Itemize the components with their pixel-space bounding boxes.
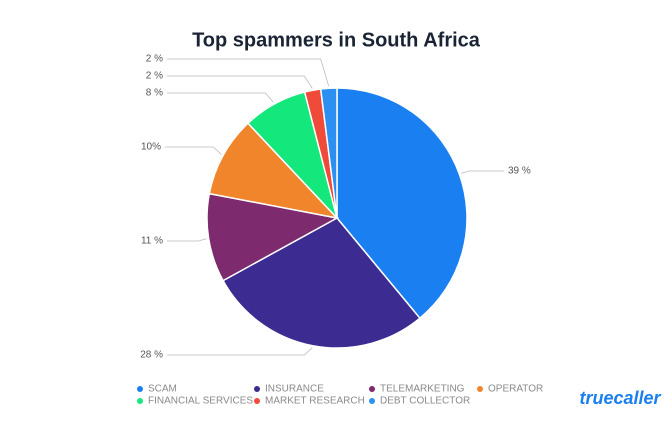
leader-line: [167, 92, 274, 103]
logo: truecaller: [579, 388, 661, 408]
legend-label: INSURANCE: [265, 384, 324, 395]
legend-marker: [137, 386, 143, 392]
legend-label: TELEMARKETING: [380, 384, 465, 395]
legend-label: DEBT COLLECTOR: [380, 396, 470, 407]
legend-marker: [254, 386, 260, 392]
data-label: 11 %: [141, 236, 163, 247]
pie-slice: [336, 87, 468, 320]
leader-line: [167, 58, 330, 87]
data-label: 39 %: [508, 166, 531, 177]
data-label: 2 %: [146, 54, 163, 65]
leader-line: [167, 347, 313, 356]
data-label: 2 %: [146, 71, 163, 82]
legend-marker: [477, 386, 483, 392]
leader-line: [167, 238, 207, 242]
legend-marker: [369, 398, 375, 404]
legend-marker: [369, 386, 375, 392]
legend-label: SCAM: [148, 384, 177, 395]
legend-marker: [137, 398, 143, 404]
pie-slice: [208, 122, 340, 220]
data-label: 28 %: [140, 350, 163, 361]
data-label: 8 %: [146, 88, 163, 99]
pie-slice: [319, 87, 338, 219]
leader-line: [461, 170, 504, 174]
legend-label: FINANCIAL SERVICES: [148, 396, 253, 407]
legend-label: OPERATOR: [488, 384, 543, 395]
legend-label: MARKET RESEARCH: [265, 396, 365, 407]
leader-line: [165, 146, 222, 155]
pie-slice: [222, 217, 421, 349]
legend-marker: [254, 398, 260, 404]
leader-line: [167, 75, 313, 89]
pie-slice: [206, 192, 340, 282]
data-label: 10%: [141, 142, 161, 153]
chart-title: Top spammers in South Africa: [192, 29, 481, 51]
